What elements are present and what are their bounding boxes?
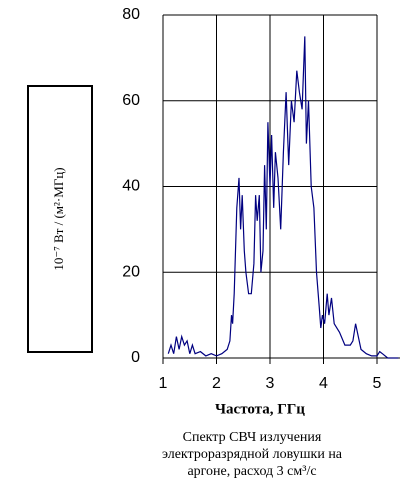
x-tick-label: 4 (319, 375, 328, 392)
x-tick-label: 1 (159, 375, 168, 392)
x-tick-label: 3 (266, 375, 275, 392)
y-tick-label: 20 (122, 263, 140, 280)
y-label-box (27, 85, 93, 353)
caption-line: Спектр СВЧ излучения (183, 430, 322, 445)
spectrum-line (167, 36, 399, 359)
y-tick-label: 60 (122, 92, 140, 109)
y-tick-label: 80 (122, 6, 140, 23)
y-axis-label: 10⁻⁷ Вт / (м²·МГц) (51, 167, 66, 270)
y-tick-label: 0 (131, 349, 140, 366)
x-tick-label: 5 (373, 375, 382, 392)
x-tick-label: 2 (212, 375, 221, 392)
caption-line: электроразрядной ловушки на (162, 447, 343, 462)
y-tick-label: 40 (122, 178, 140, 195)
x-axis-label: Частота, ГГц (215, 401, 305, 417)
caption-line: аргоне, расход 3 см³/с (187, 464, 316, 479)
